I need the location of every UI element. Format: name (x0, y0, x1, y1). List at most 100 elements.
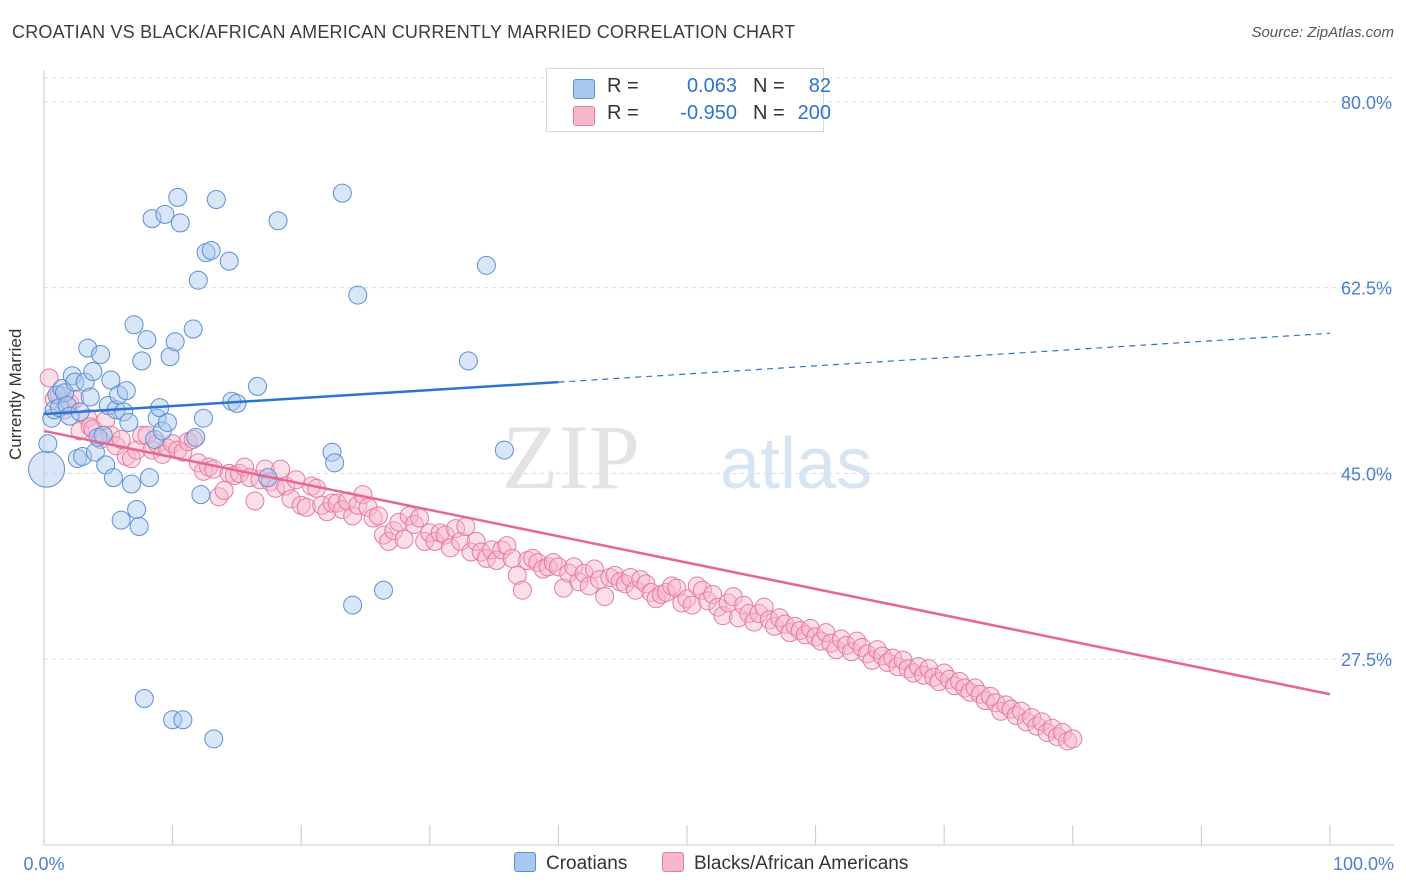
data-point-croatians (134, 688, 154, 708)
data-point-croatians (193, 408, 213, 428)
data-point-blacks (528, 553, 548, 573)
data-point-croatians (142, 209, 162, 229)
data-point-croatians (165, 332, 185, 352)
data-point-croatians (155, 204, 175, 224)
series-croatians-points (28, 183, 514, 749)
data-point-blacks (713, 606, 733, 626)
data-point-croatians (38, 434, 58, 454)
data-point-blacks (584, 559, 604, 579)
data-point-croatians (206, 190, 226, 210)
data-point-croatians (332, 183, 352, 203)
data-point-blacks (451, 531, 471, 551)
data-point-croatians (137, 330, 157, 350)
data-point-blacks (404, 514, 424, 534)
legend-n-value: 82 (808, 75, 831, 97)
legend-swatch-pink (573, 106, 595, 126)
watermark-zip: ZIP (502, 406, 640, 508)
data-point-blacks (703, 584, 723, 604)
bottom-legend-label: Blacks/African Americans (694, 853, 909, 874)
data-point-blacks (1032, 712, 1052, 732)
trend-line-blacks (43, 429, 1331, 696)
data-point-croatians (80, 387, 100, 407)
data-point-blacks (934, 663, 954, 683)
data-point-blacks (842, 642, 862, 662)
data-point-blacks (831, 629, 851, 649)
trend-lines (43, 332, 1331, 696)
legend-n-label: N = (753, 102, 785, 124)
data-point-croatians (325, 453, 345, 473)
legend-r-value: -0.950 (680, 102, 737, 124)
data-point-blacks (440, 538, 460, 558)
data-point-croatians (91, 345, 111, 365)
data-point-croatians (119, 412, 139, 432)
data-point-croatians (47, 385, 67, 405)
bottom-legend-croatians: Croatians (514, 852, 627, 875)
legend-r-label: R = (607, 75, 639, 97)
data-point-blacks (322, 493, 342, 513)
data-point-croatians (129, 517, 149, 537)
chart-title: CROATIAN VS BLACK/AFRICAN AMERICAN CURRE… (12, 22, 796, 42)
data-point-blacks (667, 578, 687, 598)
data-point-blacks (595, 587, 615, 607)
data-point-blacks (466, 531, 486, 551)
legend-r-label: R = (607, 102, 639, 124)
data-point-croatians (168, 187, 188, 207)
data-point-croatians (55, 383, 75, 403)
data-point-blacks (296, 497, 316, 517)
y-tick-label: 62.5% (1341, 279, 1392, 299)
data-point-blacks (132, 425, 152, 445)
trend-line-croatians (43, 380, 559, 416)
data-point-blacks (512, 580, 532, 600)
data-point-croatians (191, 485, 211, 505)
data-point-blacks (836, 635, 856, 655)
data-point-croatians (188, 270, 208, 290)
bottom-legend-swatch-blue (514, 852, 536, 872)
data-point-blacks (368, 506, 388, 526)
data-point-blacks (754, 597, 774, 617)
data-point-blacks (749, 604, 769, 624)
gridlines (44, 77, 1394, 660)
data-point-croatians (83, 362, 103, 382)
data-point-croatians (75, 372, 95, 392)
data-point-blacks (682, 595, 702, 615)
data-point-blacks (183, 429, 203, 449)
data-point-croatians (101, 370, 121, 390)
data-point-croatians (121, 474, 141, 494)
y-tick-label: 80.0% (1341, 93, 1392, 113)
data-point-blacks (1011, 701, 1031, 721)
data-point-blacks (507, 565, 527, 585)
data-point-croatians (124, 315, 144, 335)
data-point-blacks (281, 489, 301, 509)
data-point-croatians (157, 412, 177, 432)
watermark-atlas: atlas (720, 424, 872, 504)
data-point-blacks (379, 531, 399, 551)
data-point-blacks (718, 593, 738, 613)
data-point-blacks (39, 368, 59, 388)
legend-n-value: 200 (797, 102, 831, 124)
data-point-croatians (476, 255, 496, 275)
correlation-legend: R = 0.063 N = 82 R = -0.950 N = 200 (546, 68, 831, 132)
data-point-blacks (1063, 729, 1083, 749)
data-point-blacks (862, 650, 882, 670)
data-point-croatians (348, 285, 368, 305)
data-point-blacks (487, 550, 507, 570)
data-point-croatians (201, 240, 221, 260)
data-point-croatians (343, 595, 363, 615)
data-point-blacks (677, 589, 697, 609)
data-point-blacks (852, 638, 872, 658)
data-point-croatians (219, 251, 239, 271)
data-point-blacks (245, 491, 265, 511)
data-point-blacks (656, 582, 676, 602)
data-point-blacks (482, 540, 502, 560)
legend-n-label: N = (753, 75, 785, 97)
data-point-croatians (268, 211, 288, 231)
data-point-croatians (173, 710, 193, 730)
data-point-blacks (692, 580, 712, 600)
legend-swatch-blue (573, 79, 595, 99)
data-point-croatians (160, 347, 180, 367)
data-point-croatians (116, 381, 136, 401)
axes (43, 70, 1394, 846)
y-tick-label: 27.5% (1341, 650, 1392, 670)
data-point-blacks (826, 640, 846, 660)
